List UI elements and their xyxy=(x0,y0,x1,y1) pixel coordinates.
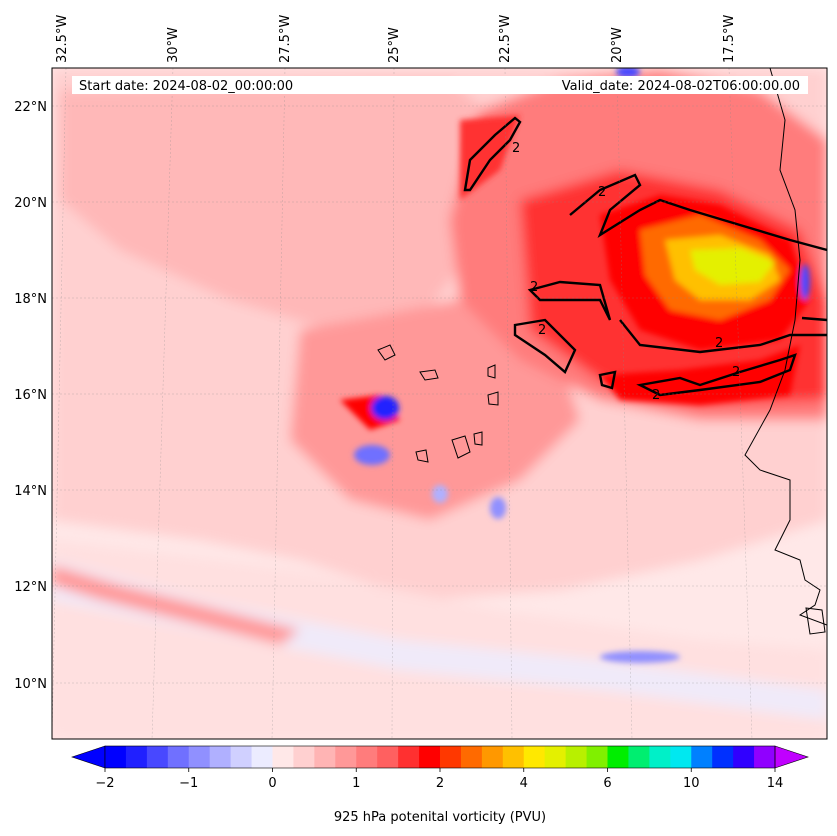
colorbar-under-arrow xyxy=(71,745,106,769)
colorbar-cell xyxy=(691,746,713,768)
contour-label: 2 xyxy=(598,185,606,200)
lon-labels: 32.5°W 30°W 27.5°W 25°W 22.5°W 20°W 17.5… xyxy=(55,15,737,63)
colorbar-cell xyxy=(209,746,232,768)
valid-date-label: Valid_date: 2024-08-02T06:00:00.00 xyxy=(562,79,800,94)
contour-label: 2 xyxy=(530,280,538,295)
contour-lines xyxy=(463,116,827,397)
colorbar-tick-label: 2 xyxy=(436,776,444,791)
lat-label: 10°N xyxy=(14,677,47,692)
colorbar-cell xyxy=(146,746,169,768)
contour-label: 2 xyxy=(732,365,740,380)
lon-label: 17.5°W xyxy=(722,15,737,63)
colorbar-over-arrow xyxy=(774,745,809,769)
colorbar-cell xyxy=(481,746,504,768)
colorbar-tick-label: 14 xyxy=(767,776,784,791)
lon-label: 25°W xyxy=(387,27,402,63)
colorbar-cell xyxy=(419,746,441,768)
contour-label: 2 xyxy=(715,336,723,351)
colorbar-cell xyxy=(607,746,629,768)
colorbar-cell xyxy=(167,746,190,768)
colorbar-cell xyxy=(105,746,127,768)
lat-label: 14°N xyxy=(14,484,47,499)
lat-label: 18°N xyxy=(14,292,47,307)
colorbar-cell xyxy=(586,746,608,768)
contour-label: 2 xyxy=(538,323,546,338)
colorbar-cell xyxy=(733,746,755,768)
colorbar-cell xyxy=(565,746,587,768)
lon-label: 32.5°W xyxy=(55,15,70,63)
colorbar: −2 −1 0 1 2 4 6 10 14 925 hPa potenital vorticit… xyxy=(71,745,809,825)
colorbar-tick-label: −1 xyxy=(179,776,198,791)
lat-label: 16°N xyxy=(14,388,47,403)
coastlines xyxy=(377,68,827,635)
colorbar-cell xyxy=(398,746,420,768)
colorbar-tick-label: 6 xyxy=(603,776,611,791)
graticule xyxy=(52,68,827,739)
map-area: 2 2 2 2 2 2 2 xyxy=(52,68,827,739)
colorbar-cell xyxy=(314,746,336,768)
colorbar-ticks: −2 −1 0 1 2 4 6 10 14 xyxy=(95,768,783,791)
lon-label: 30°W xyxy=(166,27,181,63)
contour-labels: 2 2 2 2 2 2 2 xyxy=(512,141,740,403)
colorbar-cell xyxy=(544,746,567,768)
colorbar-cell xyxy=(272,746,294,768)
colorbar-tick-label: 4 xyxy=(520,776,528,791)
start-date-label: Start date: 2024-08-02_00:00:00 xyxy=(79,79,293,94)
colorbar-tick-label: −2 xyxy=(95,776,114,791)
colorbar-label: 925 hPa potenital vorticity (PVU) xyxy=(334,810,546,825)
colorbar-cell xyxy=(125,746,148,768)
colorbar-cell xyxy=(356,746,378,768)
colorbar-cell xyxy=(293,746,315,768)
lon-label: 27.5°W xyxy=(278,15,293,63)
colorbar-tick-label: 0 xyxy=(268,776,276,791)
colorbar-cell xyxy=(670,746,692,768)
colorbar-cell xyxy=(230,746,252,768)
colorbar-cell xyxy=(523,746,546,768)
lon-label: 20°W xyxy=(610,27,625,63)
lat-label: 20°N xyxy=(14,196,47,211)
colorbar-cell xyxy=(188,746,211,768)
lat-labels: 22°N 20°N 18°N 16°N 14°N 12°N 10°N xyxy=(14,100,47,692)
colorbar-cell xyxy=(754,746,776,768)
lon-label: 22.5°W xyxy=(498,15,513,63)
colorbar-cell xyxy=(628,746,650,768)
colorbar-cell xyxy=(440,746,462,768)
lat-label: 22°N xyxy=(14,100,47,115)
colorbar-cell xyxy=(335,746,357,768)
colorbar-cell xyxy=(649,746,671,768)
contour-label: 2 xyxy=(652,388,660,403)
colorbar-cell xyxy=(377,746,399,768)
contour-label: 2 xyxy=(512,141,520,156)
colorbar-cell xyxy=(502,746,525,768)
map-frame xyxy=(51,67,828,740)
colorbar-tick-label: 1 xyxy=(352,776,360,791)
colorbar-tick-label: 10 xyxy=(683,776,700,791)
colorbar-cell xyxy=(712,746,734,768)
colorbar-cell xyxy=(251,746,273,768)
pv-maxima xyxy=(340,68,810,663)
colorbar-cells xyxy=(105,746,776,768)
colorbar-cell xyxy=(460,746,483,768)
lat-label: 12°N xyxy=(14,580,47,595)
header-bar xyxy=(72,76,808,94)
